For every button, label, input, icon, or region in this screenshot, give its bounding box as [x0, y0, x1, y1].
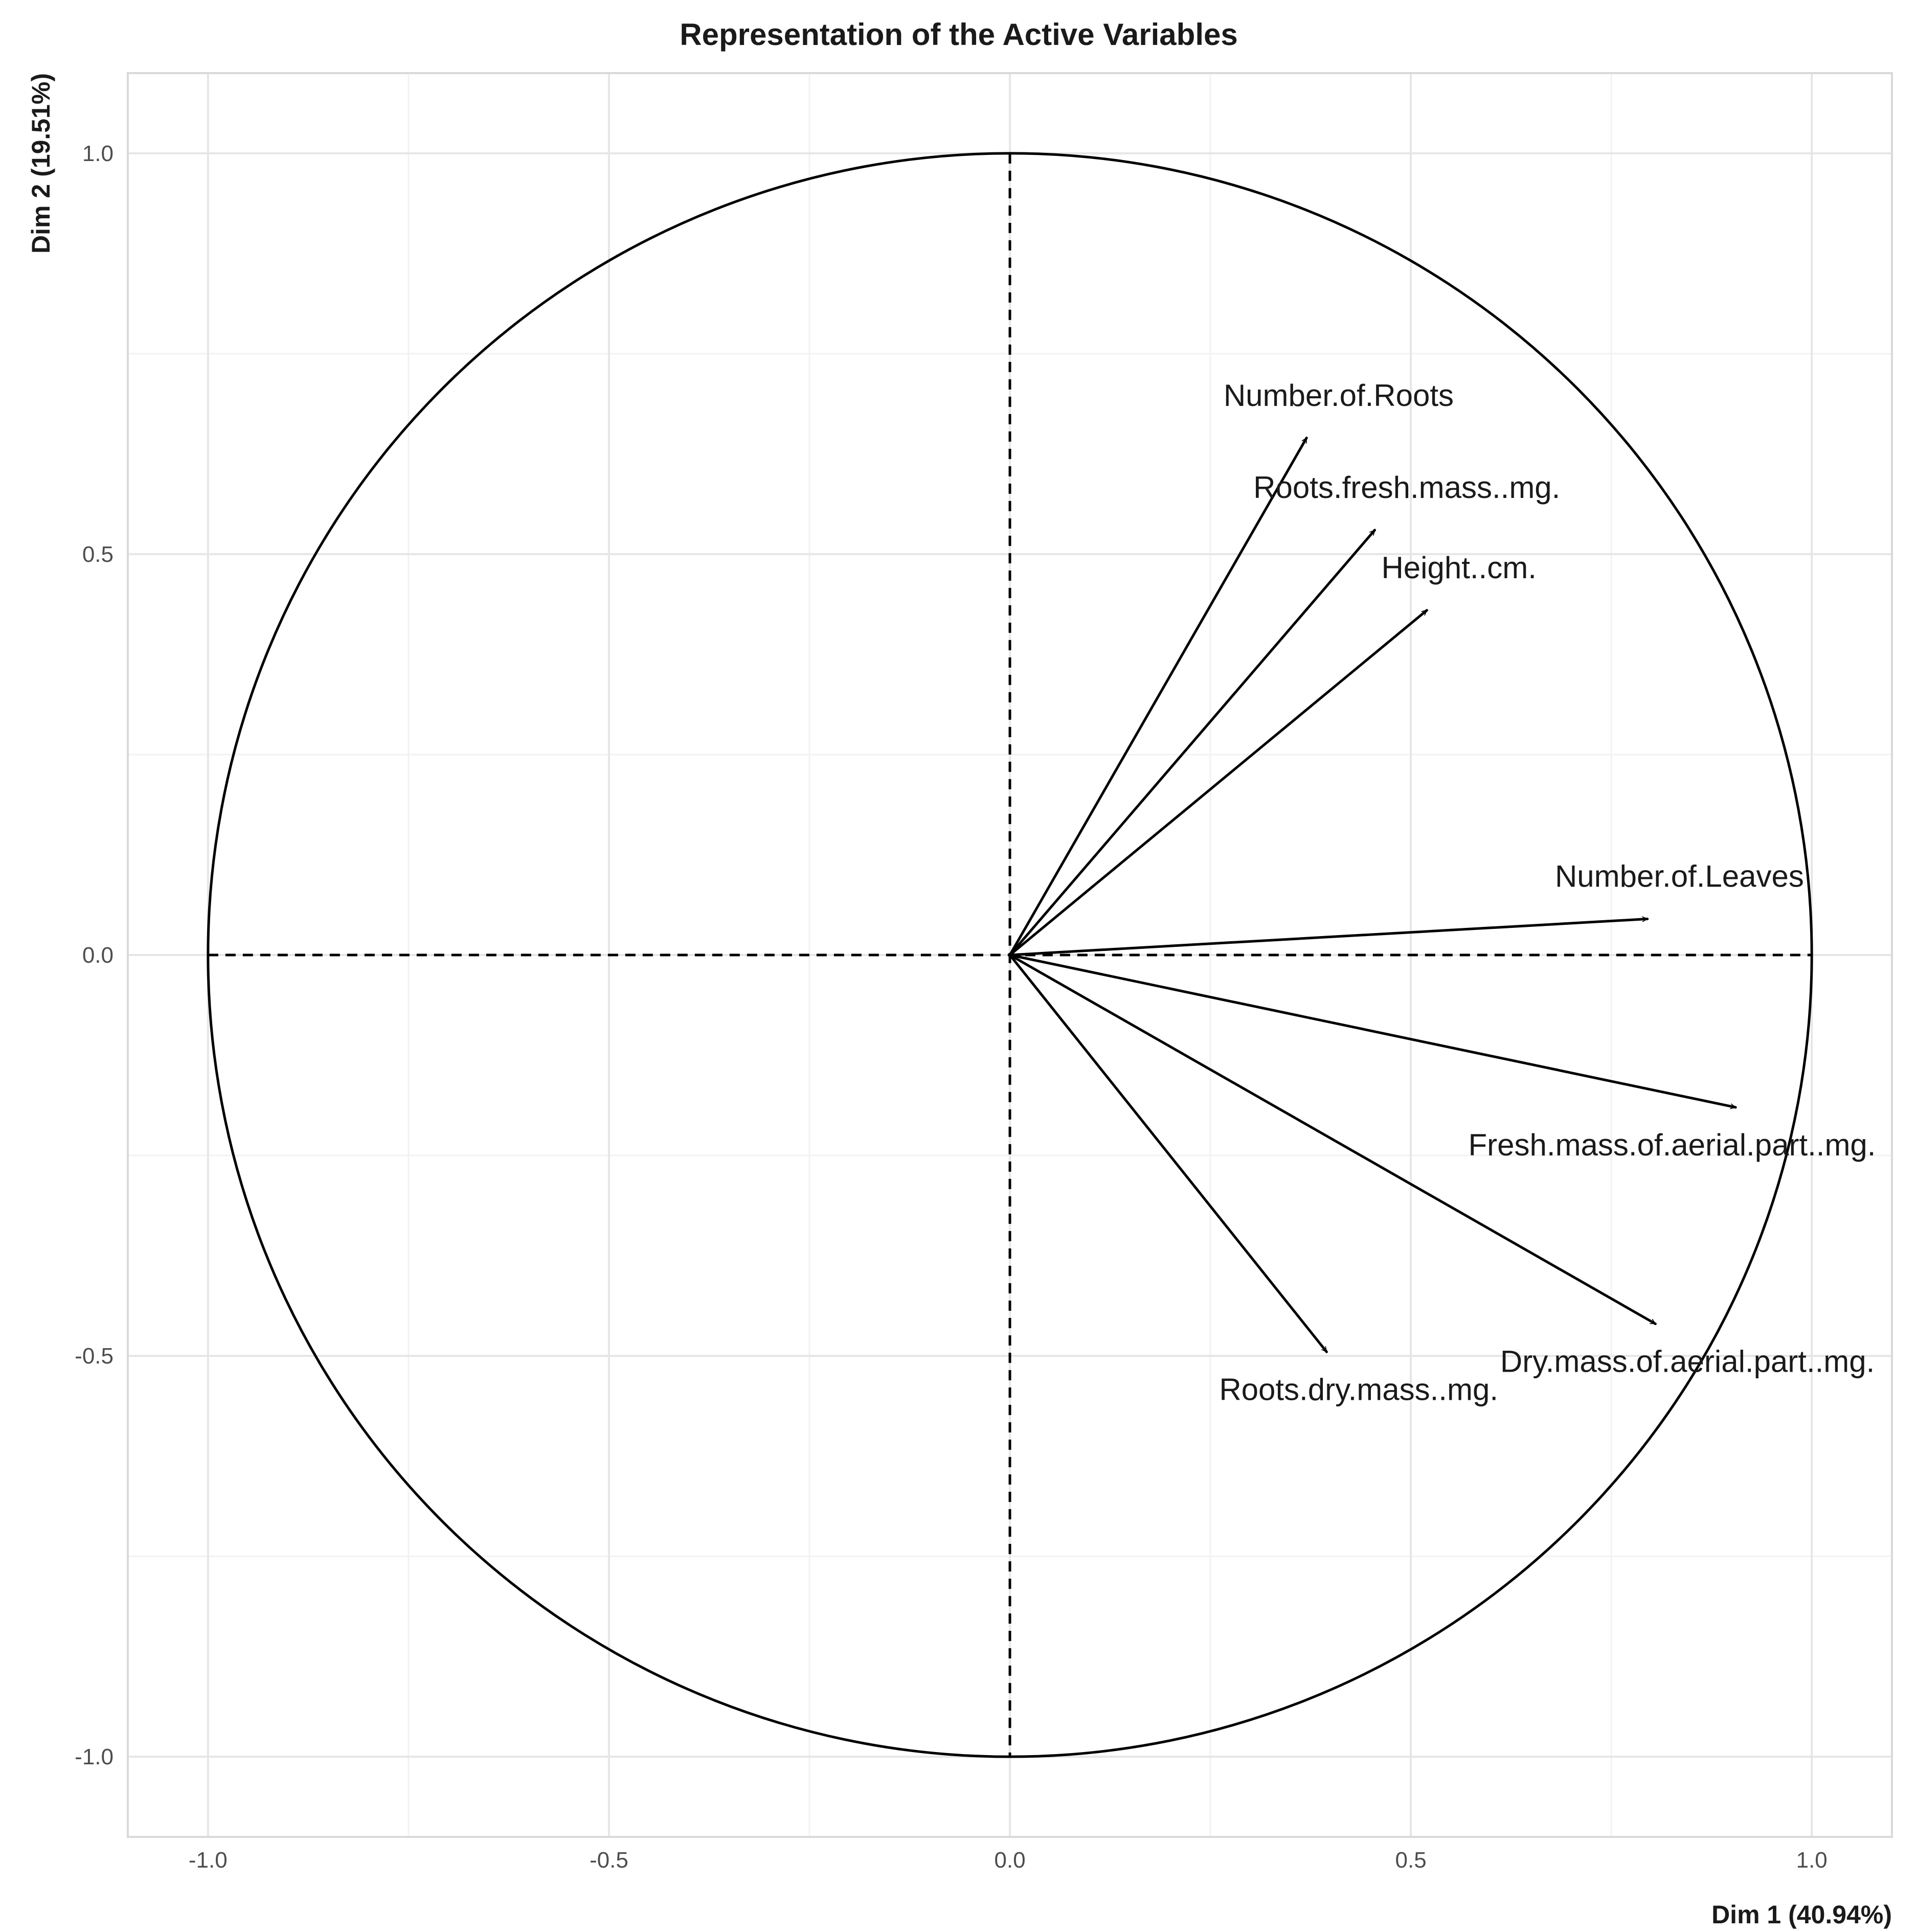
plot-panel-border: [127, 72, 1893, 1838]
variable-label: Roots.fresh.mass..mg.: [1253, 470, 1560, 505]
x-axis-title: Dim 1 (40.94%): [1711, 1900, 1892, 1929]
x-tick-label: 1.0: [1796, 1848, 1828, 1873]
variable-label: Number.of.Leaves: [1555, 859, 1804, 894]
variable-labels: Number.of.Roots Roots.fresh.mass..mg. Heig…: [1219, 378, 1876, 1407]
variable-arrow: [1008, 609, 1428, 957]
variable-label: Number.of.Roots: [1224, 378, 1454, 413]
variable-arrow: [1008, 529, 1377, 957]
x-tick-label: 0.0: [994, 1848, 1025, 1873]
variable-arrow: [1008, 953, 1328, 1353]
x-tick-label: -0.5: [590, 1848, 628, 1873]
variable-arrow: [1008, 953, 1737, 1107]
y-axis-ticks: -1.0 -0.5 0.0 0.5 1.0: [75, 141, 114, 1769]
variable-arrow: [1008, 919, 1649, 957]
variable-arrows: [1008, 437, 1737, 1353]
x-tick-label: -1.0: [189, 1848, 228, 1873]
variable-label: Roots.dry.mass..mg.: [1219, 1372, 1498, 1406]
x-axis-ticks: -1.0 -0.5 0.0 0.5 1.0: [189, 1848, 1828, 1873]
variable-label: Fresh.mass.of.aerial.part..mg.: [1469, 1128, 1876, 1162]
y-tick-label: -0.5: [75, 1344, 114, 1369]
y-tick-label: 1.0: [82, 141, 114, 166]
variable-label: Dry.mass.of.aerial.part..mg.: [1500, 1344, 1875, 1378]
chart-title: Representation of the Active Variables: [680, 17, 1237, 52]
variable-label: Height..cm.: [1381, 551, 1536, 585]
y-tick-label: -1.0: [75, 1744, 114, 1769]
variable-arrow: [1008, 953, 1657, 1325]
y-tick-label: 0.5: [82, 542, 114, 567]
variable-arrow: [1008, 437, 1308, 957]
x-tick-label: 0.5: [1395, 1848, 1427, 1873]
y-tick-label: 0.0: [82, 943, 114, 968]
y-axis-title: Dim 2 (19.51%): [27, 73, 55, 254]
